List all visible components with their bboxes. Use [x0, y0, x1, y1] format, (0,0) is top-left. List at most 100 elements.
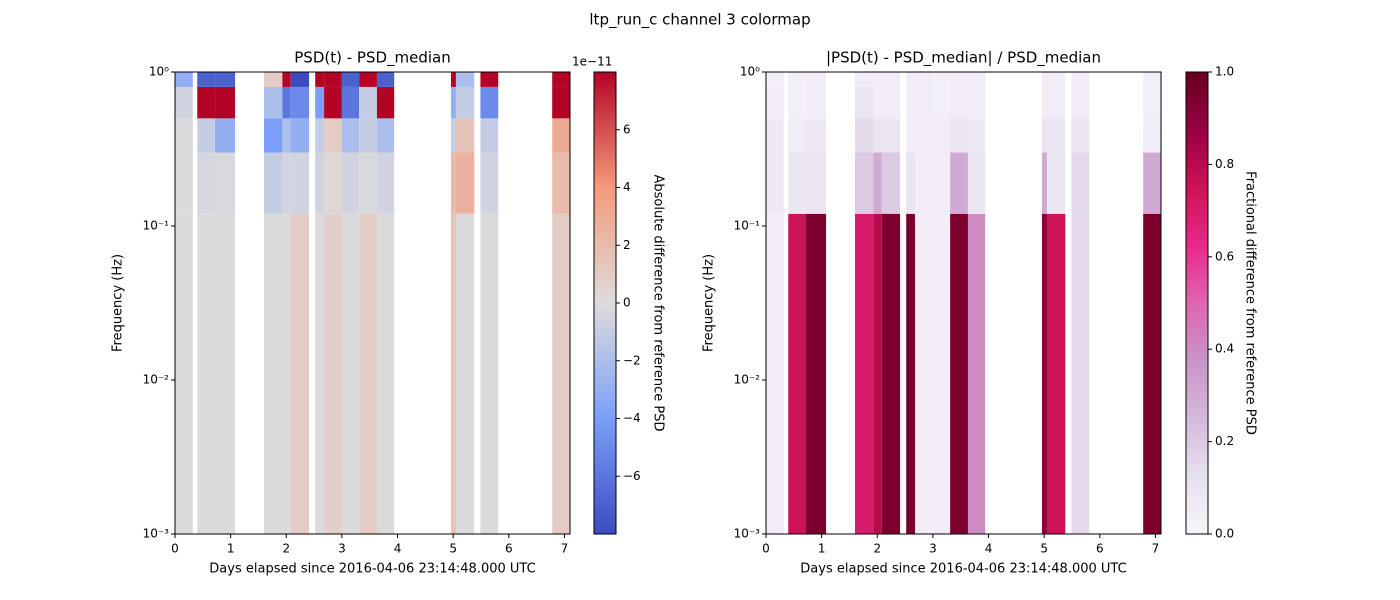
x-tick-label: 2: [873, 542, 881, 556]
heatmap-cell: [906, 118, 916, 153]
heatmap-cell: [1143, 152, 1161, 214]
heatmap-cell: [806, 152, 827, 214]
heatmap-cell: [290, 213, 310, 534]
y-tick-label: 10⁻³: [143, 527, 170, 541]
heatmap-cell: [324, 72, 342, 87]
heatmap-cell: [915, 213, 933, 534]
heatmap-cell: [264, 72, 283, 87]
heatmap-cell: [175, 72, 193, 87]
x-tick-label: 3: [338, 542, 346, 556]
heatmap-cell: [881, 118, 901, 153]
heatmap-cell: [450, 72, 456, 87]
heatmap-cell: [315, 118, 325, 153]
heatmap-cell: [932, 118, 951, 153]
axes-frame: [765, 71, 1162, 535]
colorbar-label: Fractional difference from reference PSD: [1243, 171, 1258, 435]
heatmap-cell: [1071, 213, 1090, 534]
heatmap-cell: [341, 118, 360, 153]
heatmap-cell: [915, 86, 933, 119]
heatmap-cell: [873, 118, 882, 153]
x-tick-label: 3: [929, 542, 937, 556]
heatmap-cell: [881, 152, 901, 214]
x-tick-label: 1: [818, 542, 826, 556]
heatmap-cell: [455, 72, 475, 87]
heatmap-cell: [197, 152, 216, 214]
heatmap-cell: [264, 213, 283, 534]
y-axis-label: Frequency (Hz): [702, 254, 717, 352]
colorbar-tick-label: 0.2: [1215, 434, 1234, 448]
colorbar-tick-label: 0.0: [1215, 527, 1234, 541]
heatmap-cell: [1046, 72, 1066, 87]
heatmap-cell: [855, 86, 874, 119]
axes-title: PSD(t) - PSD_median: [294, 49, 451, 68]
heatmap-cell: [806, 118, 827, 153]
heatmap-cell: [264, 86, 283, 119]
heatmap-cell: [359, 118, 377, 153]
heatmap-cell: [967, 86, 986, 119]
heatmap-cell: [324, 152, 342, 214]
heatmap-cell: [881, 86, 901, 119]
heatmap-cell: [290, 118, 310, 153]
heatmap-cell: [906, 72, 916, 87]
heatmap-cell: [552, 118, 570, 153]
heatmap-cell: [906, 152, 916, 214]
heatmap-cell: [455, 86, 475, 119]
heatmap-cell: [480, 72, 499, 87]
y-tick-label: 10⁻³: [734, 527, 761, 541]
y-tick-label: 10⁰: [149, 65, 169, 79]
colorbar-tick-label: 0.6: [1215, 249, 1234, 263]
heatmap-cell: [932, 152, 951, 214]
heatmap-cell: [315, 86, 325, 119]
heatmap-cell: [450, 118, 456, 153]
heatmap-cell: [967, 72, 986, 87]
heatmap-cell: [175, 118, 193, 153]
x-tick-label: 7: [561, 542, 569, 556]
heatmap-cell: [480, 152, 499, 214]
heatmap-cell: [873, 72, 882, 87]
heatmap-cell: [376, 72, 395, 87]
heatmap-cell: [1041, 118, 1047, 153]
heatmap-cell: [282, 118, 291, 153]
heatmap-cell: [915, 118, 933, 153]
figure-title: ltp_run_c channel 3 colormap: [589, 11, 810, 30]
heatmap-cell: [480, 213, 499, 534]
heatmap-cell: [1046, 213, 1066, 534]
heatmap-cell: [906, 86, 916, 119]
colorbar-tick-label: 6: [623, 122, 631, 136]
heatmap-cell: [450, 86, 456, 119]
heatmap-cell: [290, 86, 310, 119]
colorbar-tick-label: 1.0: [1215, 65, 1234, 79]
heatmap-cell: [341, 152, 360, 214]
y-tick-label: 10⁻¹: [734, 219, 761, 233]
colorbar: [593, 71, 617, 535]
heatmap-cell: [766, 72, 784, 87]
heatmap-cell: [950, 118, 968, 153]
x-tick-label: 7: [1152, 542, 1160, 556]
heatmap-cell: [788, 213, 807, 534]
heatmap-cell: [282, 152, 291, 214]
heatmap-cell: [324, 86, 342, 119]
heatmap-cell: [290, 152, 310, 214]
heatmap-cell: [264, 118, 283, 153]
heatmap-cell: [855, 152, 874, 214]
heatmap-cell: [215, 86, 236, 119]
colorbar: [1185, 71, 1209, 535]
heatmap-cell: [215, 213, 236, 534]
heatmap-cell: [282, 213, 291, 534]
colorbar-tick-label: 0.8: [1215, 157, 1234, 171]
heatmap-cell: [1046, 152, 1066, 214]
x-tick-label: 4: [985, 542, 993, 556]
heatmap-cell: [1143, 213, 1161, 534]
heatmap-cell: [881, 213, 901, 534]
heatmap-cell: [932, 72, 951, 87]
x-tick-label: 0: [762, 542, 770, 556]
y-tick-label: 10⁻²: [143, 373, 170, 387]
x-tick-label: 5: [1040, 542, 1048, 556]
colorbar-tick-label: 2: [623, 238, 631, 252]
heatmap-cell: [967, 152, 986, 214]
heatmap-cell: [766, 118, 784, 153]
heatmap-cell: [480, 86, 499, 119]
heatmap-cell: [455, 118, 475, 153]
heatmap-cell: [324, 118, 342, 153]
colorbar-offset: 1e−11: [572, 55, 612, 69]
